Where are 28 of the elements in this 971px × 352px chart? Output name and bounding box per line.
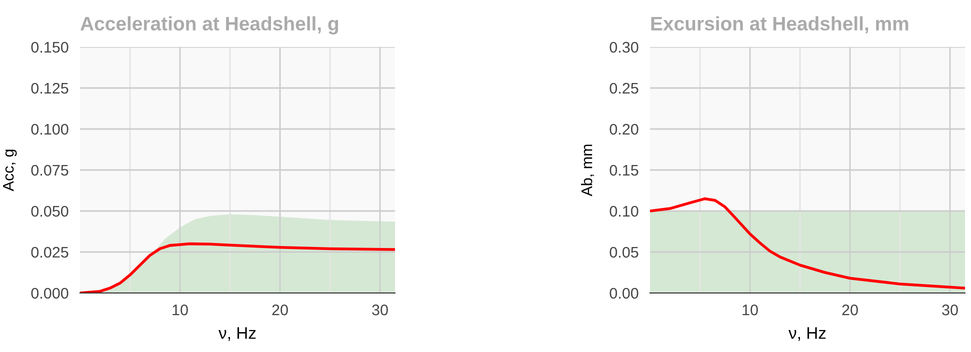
y-tick-label: 0.10 [610, 206, 638, 217]
y-axis-title: Ab, mm [581, 144, 594, 196]
y-tick-label: 0.25 [610, 82, 638, 94]
y-tick-label: 0.15 [610, 164, 638, 176]
y-tick-label: 0.20 [610, 124, 638, 135]
line-series [650, 197, 965, 290]
y-tick-label: 0.075 [31, 164, 68, 176]
x-tick-label: 20 [842, 304, 858, 316]
x-tick-label: 30 [942, 304, 958, 316]
x-axis-title: ν, Hz [788, 327, 826, 341]
y-tick-label: 0.30 [610, 42, 638, 53]
x-axis-title: ν, Hz [218, 327, 256, 341]
x-tick-label: 20 [272, 304, 288, 316]
chart-title: Excursion at Headshell, mm [651, 16, 908, 34]
chart-title: Acceleration at Headshell, g [80, 16, 338, 34]
y-tick-label: 0.125 [31, 82, 68, 94]
x-tick-label: 10 [172, 304, 188, 316]
y-tick-label: 0.00 [610, 288, 638, 299]
x-tick-label: 10 [742, 304, 758, 316]
y-tick-label: 0.150 [31, 42, 68, 53]
y-axis-title: Acc, g [3, 150, 17, 192]
x-tick-label: 30 [372, 304, 388, 316]
y-tick-label: 0.025 [31, 246, 68, 258]
y-tick-label: 0.000 [31, 288, 68, 299]
y-tick-label: 0.100 [31, 124, 68, 135]
line-series [80, 242, 395, 293]
y-tick-label: 0.05 [610, 246, 638, 258]
y-tick-label: 0.050 [31, 206, 68, 217]
